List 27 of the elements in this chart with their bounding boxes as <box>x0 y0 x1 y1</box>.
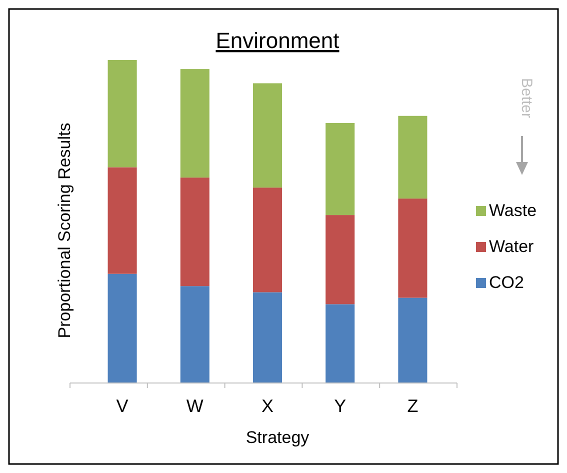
bar <box>326 304 355 383</box>
bar <box>326 122 355 216</box>
bar <box>326 215 355 304</box>
bar <box>180 69 210 178</box>
legend-label: CO2 <box>489 273 524 292</box>
x-tick-label: Y <box>334 396 346 416</box>
x-axis-title: Strategy <box>246 428 310 447</box>
bar <box>108 274 137 383</box>
x-tick-label: X <box>261 396 274 416</box>
bar <box>180 178 210 286</box>
text: Better <box>518 78 535 118</box>
chart-title: Environment <box>216 28 340 53</box>
bar <box>398 198 428 298</box>
y-axis-title: Proportional Scoring Results <box>55 122 74 338</box>
legend-label: Waste <box>489 201 537 220</box>
x-tick-label: W <box>186 396 204 416</box>
bar <box>108 60 137 168</box>
bar <box>398 116 428 199</box>
bar <box>398 298 428 383</box>
bar <box>252 83 282 188</box>
bar <box>252 292 282 383</box>
x-tick-label: V <box>116 396 128 416</box>
bar <box>108 167 137 274</box>
x-tick-label: Z <box>407 396 418 416</box>
legend-label: Water <box>489 237 534 256</box>
bar <box>252 188 282 292</box>
bar <box>180 286 210 383</box>
